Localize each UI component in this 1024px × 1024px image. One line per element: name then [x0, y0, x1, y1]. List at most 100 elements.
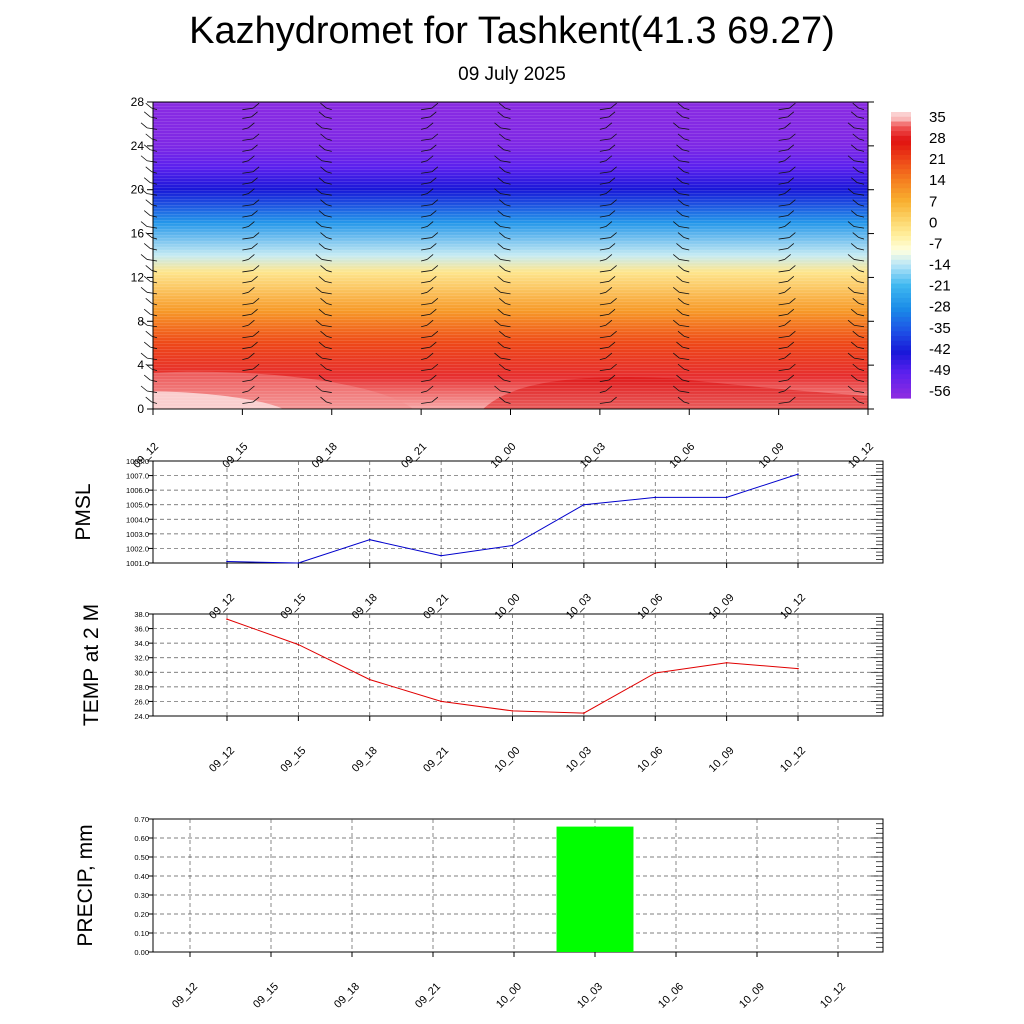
wind-barb [778, 226, 785, 229]
wind-barb-flag [677, 396, 685, 403]
x-tick-label: 09_21 [413, 981, 443, 1011]
wind-barb [421, 302, 432, 306]
wind-barb [326, 401, 332, 404]
x-tick-label: 09_21 [421, 745, 451, 775]
wind-barb [599, 182, 610, 185]
wind-barb [146, 259, 158, 262]
colorbar-segment [891, 378, 911, 385]
colorbar-segment [891, 259, 911, 266]
wind-barb [421, 182, 431, 185]
wind-barb [503, 280, 511, 284]
wind-barb [853, 160, 865, 163]
wind-barb-flag [673, 319, 680, 326]
wind-barb-flag [320, 199, 327, 205]
wind-barb-flag [605, 254, 613, 260]
wind-barb-flag [145, 102, 152, 109]
wind-barb-flag [494, 352, 501, 359]
wind-barb [682, 182, 690, 185]
y-tick-label: 0.70 [134, 815, 149, 824]
wind-barb-flag [426, 385, 434, 392]
wind-barb-flag [252, 199, 260, 205]
wind-barb [242, 346, 252, 350]
wind-barb [778, 259, 785, 262]
data-point [654, 672, 657, 674]
wind-barb-flag [318, 243, 326, 249]
wind-barb [500, 291, 511, 295]
wind-barb [858, 335, 865, 339]
wind-barb-flag [430, 308, 437, 315]
wind-barb-flag [145, 199, 152, 205]
wind-barb [778, 280, 788, 284]
colorbar-label: 14 [929, 172, 946, 189]
wind-barb-flag [784, 319, 791, 326]
wind-barb-flag [248, 188, 255, 194]
colorbar-segment [891, 140, 911, 146]
x-tick-label: 09_12 [207, 592, 237, 622]
wind-barb-flag [608, 210, 616, 216]
y-tick-label: 26.0 [134, 697, 149, 706]
y-tick-label: 0.60 [134, 834, 149, 843]
x-tick-label: 09_18 [310, 441, 340, 471]
wind-barb [599, 248, 610, 251]
wind-barb-flag [784, 287, 791, 293]
wind-barb-flag [852, 330, 859, 337]
wind-barb [242, 149, 252, 152]
wind-barb [321, 160, 332, 163]
wind-barb-flag [494, 287, 501, 293]
wind-barb-flag [676, 177, 683, 183]
wind-barb [500, 357, 511, 361]
wind-barb-flag [140, 319, 148, 326]
wind-barb-flag [610, 298, 617, 304]
wind-barb-flag [677, 265, 685, 271]
wind-barb-flag [252, 133, 260, 140]
wind-barb [146, 291, 158, 295]
colorbar-segment [891, 288, 911, 294]
wind-barb-flag [852, 363, 859, 370]
wind-barbs [140, 102, 865, 404]
data-point [440, 554, 442, 557]
wind-barb [146, 390, 158, 393]
wind-barb-flag [673, 287, 680, 293]
wind-barb [150, 215, 158, 218]
wind-barb [505, 204, 511, 207]
x-tick-label: 10_06 [667, 441, 697, 471]
data-point [226, 560, 228, 563]
data-point [583, 712, 585, 714]
wind-barb-flag [320, 363, 327, 370]
colorbar-segment [891, 283, 911, 289]
wind-barb [599, 368, 611, 372]
wind-barb-flag [498, 298, 506, 304]
wind-barb-flag [320, 265, 327, 271]
colorbar-segment [891, 159, 911, 166]
colorbar-label: 0 [929, 214, 937, 231]
wind-barb-flag [430, 111, 437, 118]
wind-barb-flag [315, 385, 323, 392]
wind-barb [500, 324, 511, 328]
colorbar-label: 21 [929, 151, 946, 168]
wind-barb-flag [605, 188, 613, 194]
wind-barb [599, 291, 606, 295]
wind-barb [505, 138, 511, 141]
colorbar-segment [891, 193, 911, 199]
wind-barb-flag [318, 144, 326, 151]
wind-barb [242, 401, 254, 404]
colorbar-segment [891, 154, 911, 161]
wind-barb-flag [251, 243, 258, 249]
wind-barb-flag [850, 111, 858, 118]
wind-barb [599, 401, 611, 404]
wind-barb-flag [248, 319, 255, 326]
wind-barb [778, 160, 785, 163]
y-tick-label: 0.30 [134, 891, 149, 900]
wind-barb [853, 390, 865, 393]
wind-barb [421, 127, 428, 130]
x-tick-label: 09_21 [421, 592, 451, 622]
wind-barb [324, 313, 332, 317]
wind-barb [242, 107, 254, 111]
wind-barb-flag [431, 232, 439, 238]
y-axis-label: TEMP at 2 M [80, 604, 103, 726]
wind-barb-flag [140, 352, 148, 359]
wind-barb-flag [494, 221, 501, 227]
wind-barb-flag [605, 352, 613, 359]
colorbar-label: -49 [929, 362, 951, 379]
wind-barb [683, 204, 690, 207]
